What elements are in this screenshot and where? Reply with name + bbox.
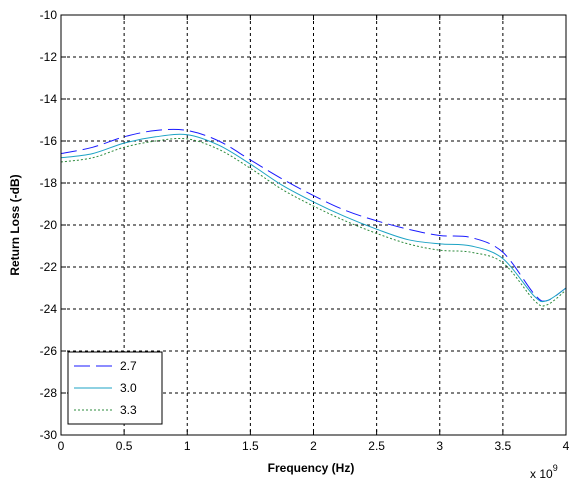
x-tick-label: 2.5 <box>368 439 385 453</box>
series-line-2-7 <box>60 128 567 302</box>
x-tick-label: 1 <box>184 439 191 453</box>
x-tick-label: 3.5 <box>495 439 512 453</box>
series-line-3-3 <box>60 137 567 307</box>
y-tick-label: -16 <box>40 134 58 148</box>
legend-label-3-3: 3.3 <box>120 403 137 417</box>
legend-label-2-7: 2.7 <box>120 359 137 373</box>
y-tick-label: -24 <box>40 302 58 316</box>
y-tick-label: -26 <box>40 344 58 358</box>
x-tick-label: 1.5 <box>242 439 259 453</box>
series-lines <box>60 128 567 307</box>
y-tick-label: -12 <box>40 50 58 64</box>
legend: 2.7 3.0 3.3 <box>67 351 163 425</box>
y-tick-label: -10 <box>40 8 58 22</box>
y-tick-label: -20 <box>40 218 58 232</box>
x-tick-label: 2 <box>310 439 317 453</box>
grid-lines <box>61 15 566 435</box>
x-tick-label: 4 <box>563 439 569 453</box>
x-axis-multiplier: x 109 <box>530 463 558 481</box>
y-tick-label: -30 <box>40 428 58 442</box>
legend-label-3-0: 3.0 <box>120 381 137 395</box>
y-tick-label: -14 <box>40 92 58 106</box>
y-axis-title: Return Loss (-dB) <box>8 174 22 275</box>
x-tick-label: 3 <box>436 439 443 453</box>
series-line-3-0 <box>60 133 567 303</box>
y-tick-label: -22 <box>40 260 58 274</box>
y-tick-label: -18 <box>40 176 58 190</box>
y-tick-label: -28 <box>40 386 58 400</box>
axis-ticks: 0 0.5 1 1.5 2 2.5 3 3.5 4 -30 -28 -26 -24 -22 -20 -18 -1… <box>40 8 569 453</box>
x-axis-multiplier-base: x 10 <box>530 467 553 481</box>
x-axis-multiplier-exponent: 9 <box>553 463 558 473</box>
x-axis-title: Frequency (Hz) <box>268 461 355 475</box>
x-tick-label: 0 <box>58 439 65 453</box>
x-tick-label: 0.5 <box>116 439 133 453</box>
